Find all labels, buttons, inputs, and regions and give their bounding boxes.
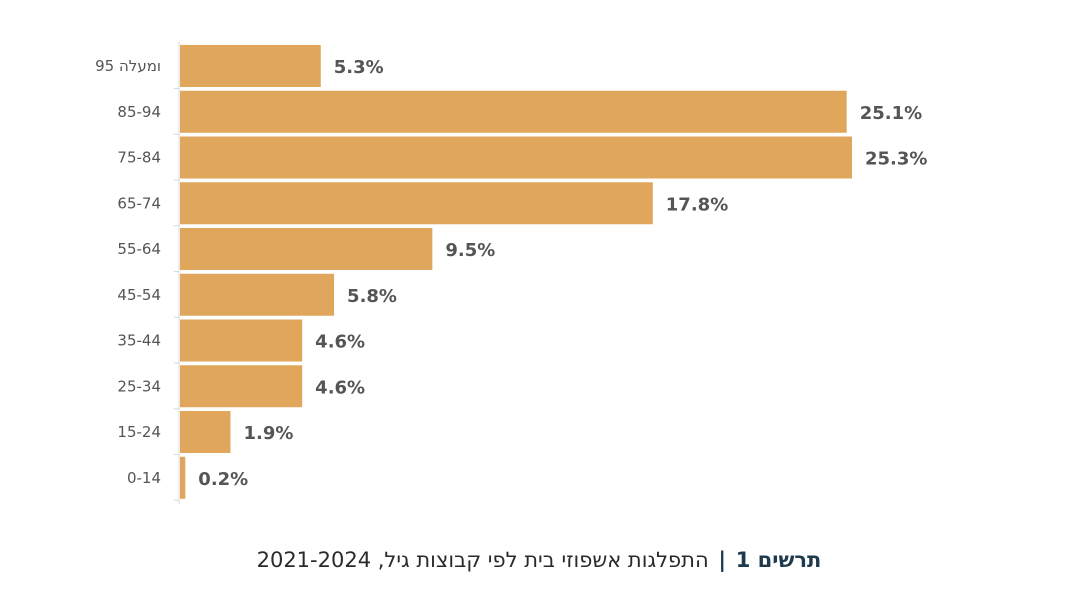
value-label: 17.8% xyxy=(666,194,728,215)
bar xyxy=(180,365,303,408)
bar xyxy=(180,319,303,362)
bar xyxy=(180,273,335,316)
value-label: 25.1% xyxy=(860,103,922,124)
value-label: 9.5% xyxy=(445,240,495,261)
bar xyxy=(180,182,653,225)
value-label: 1.9% xyxy=(243,423,293,444)
value-label: 5.8% xyxy=(347,286,397,307)
value-label: 4.6% xyxy=(315,377,365,398)
bar xyxy=(180,45,321,87)
category-label: 45-54 xyxy=(117,286,161,304)
figure-caption: תרשים 1 | התפלגות אשפוזי בית לפי קבוצות … xyxy=(0,548,1078,572)
value-label: 25.3% xyxy=(865,149,927,170)
category-label: 85-94 xyxy=(117,103,161,121)
bar xyxy=(180,136,852,179)
category-label: 55-64 xyxy=(117,240,161,258)
category-label: 15-24 xyxy=(117,423,161,441)
bar xyxy=(180,90,847,133)
value-label: 5.3% xyxy=(334,57,384,78)
category-label: 65-74 xyxy=(117,194,161,212)
category-label: 95 ומעלה xyxy=(95,57,161,75)
value-label: 0.2% xyxy=(198,469,248,490)
value-label: 4.6% xyxy=(315,332,365,353)
caption-text: התפלגות אשפוזי בית לפי קבוצות גיל, 2021-… xyxy=(256,548,709,572)
bar xyxy=(180,228,433,270)
caption-separator: | xyxy=(718,548,727,572)
bar xyxy=(180,456,186,499)
category-label: 75-84 xyxy=(117,149,161,167)
category-label: 35-44 xyxy=(117,332,161,350)
category-label: 25-34 xyxy=(117,377,161,395)
category-label: 0-14 xyxy=(127,469,161,487)
caption-lead: תרשים 1 xyxy=(735,548,822,572)
bar xyxy=(180,411,231,453)
